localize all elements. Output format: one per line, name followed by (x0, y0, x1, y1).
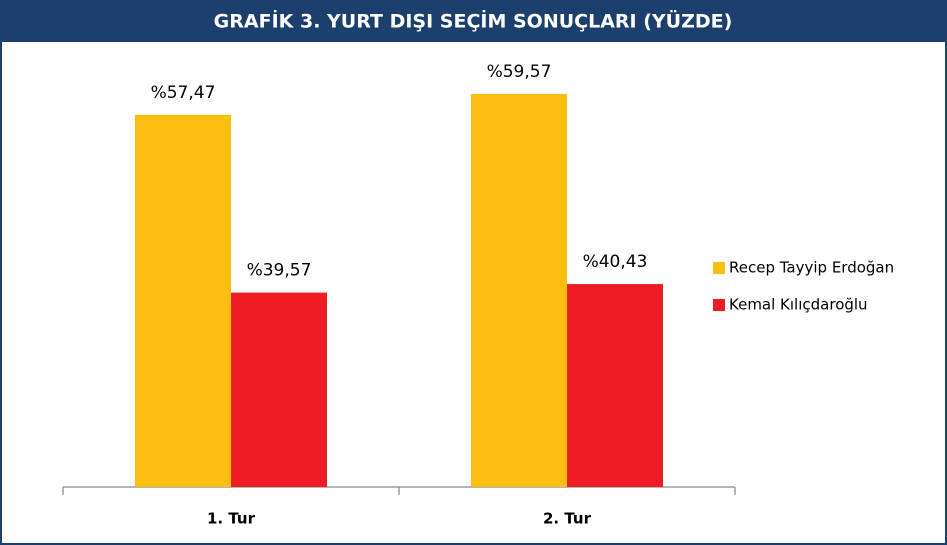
x-tick-label: 2. Tur (543, 510, 592, 528)
value-label: %39,57 (247, 261, 312, 281)
value-label: %40,43 (583, 252, 648, 272)
bar (567, 284, 663, 487)
title-bar (0, 0, 947, 42)
bar (471, 93, 567, 488)
bar (231, 292, 327, 487)
legend-label: Kemal Kılıçdaroğlu (729, 296, 868, 314)
legend-swatch (713, 262, 725, 274)
bar (135, 114, 231, 487)
chart-title: GRAFİK 3. YURT DIŞI SEÇİM SONUÇLARI (YÜZ… (214, 9, 733, 33)
legend-swatch (713, 299, 725, 311)
value-label: %57,47 (151, 83, 216, 103)
value-label: %59,57 (487, 62, 552, 82)
x-tick-label: 1. Tur (207, 510, 256, 528)
legend-label: Recep Tayyip Erdoğan (729, 259, 894, 277)
